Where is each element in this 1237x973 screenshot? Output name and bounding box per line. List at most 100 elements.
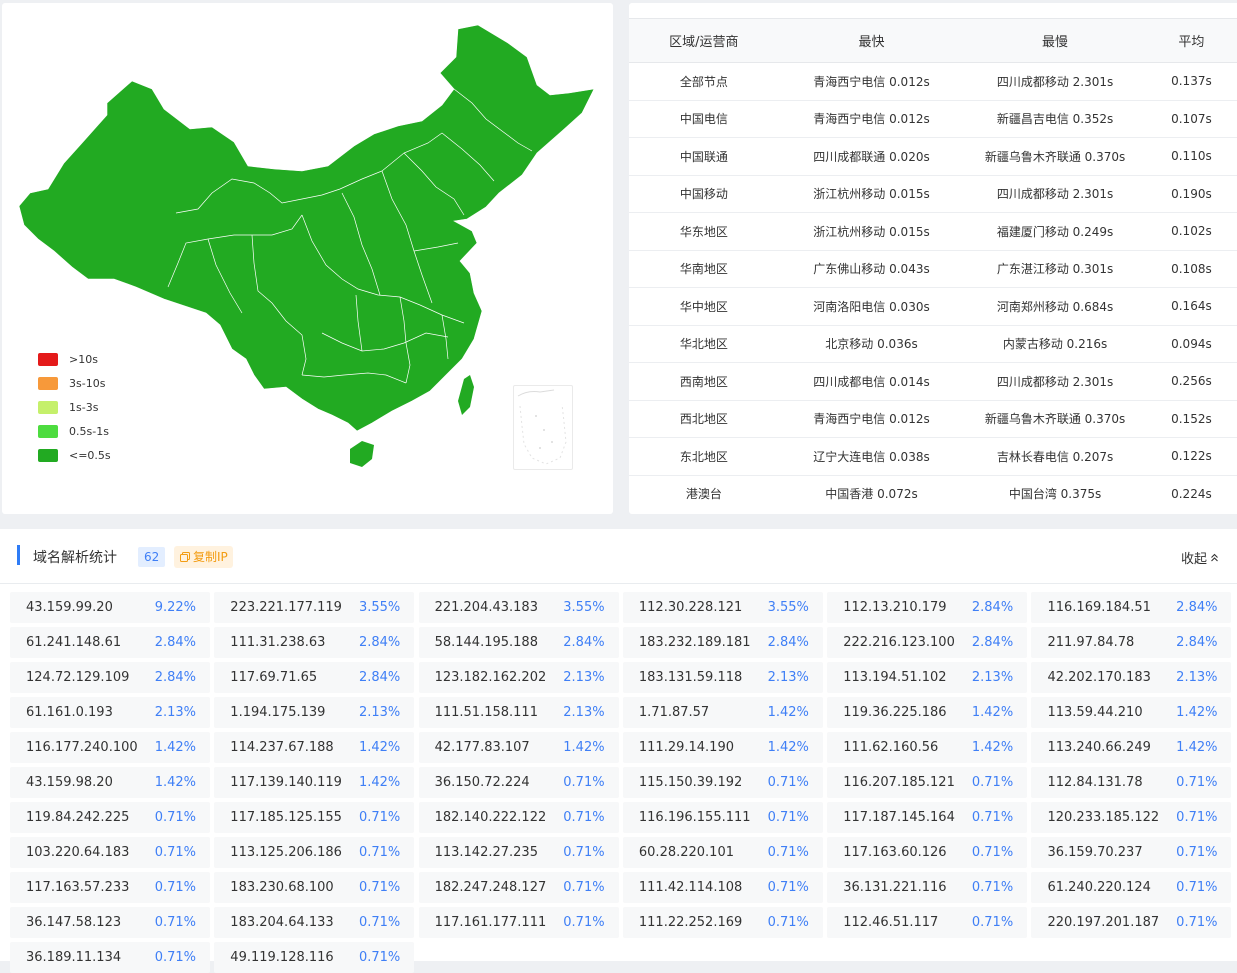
dns-stats-card: 域名解析统计 62 复制IP 收起 43.159.99.20 9.22% 223.2…	[0, 529, 1237, 973]
ip-item[interactable]: 117.161.177.111 0.71%	[418, 907, 619, 938]
ip-item[interactable]: 42.202.170.183 2.13%	[1031, 662, 1232, 693]
ip-percentage: 0.71%	[1176, 845, 1218, 860]
ip-percentage: 0.71%	[767, 915, 809, 930]
ip-item[interactable]: 43.159.98.20 1.42%	[10, 767, 210, 798]
ip-item[interactable]: 61.240.220.124 0.71%	[1031, 872, 1232, 903]
ip-item[interactable]: 117.163.57.233 0.71%	[10, 872, 210, 903]
copy-ip-button[interactable]: 复制IP	[174, 546, 233, 568]
ip-item[interactable]: 116.207.185.121 0.71%	[827, 767, 1028, 798]
ip-item[interactable]: 43.159.99.20 9.22%	[10, 592, 210, 623]
ip-item[interactable]: 183.204.64.133 0.71%	[214, 907, 415, 938]
ip-item[interactable]: 1.194.175.139 2.13%	[214, 697, 415, 728]
ip-item[interactable]: 117.139.140.119 1.42%	[214, 767, 415, 798]
ip-item[interactable]: 49.119.128.116 0.71%	[214, 942, 415, 973]
ip-item[interactable]: 36.147.58.123 0.71%	[10, 907, 210, 938]
ip-percentage: 0.71%	[563, 810, 605, 825]
ip-item[interactable]: 113.240.66.249 1.42%	[1031, 732, 1232, 763]
ip-item[interactable]: 36.131.221.116 0.71%	[827, 872, 1028, 903]
legend-swatch	[38, 424, 58, 438]
ip-address: 113.125.206.186	[230, 845, 342, 860]
ip-item[interactable]: 42.177.83.107 1.42%	[418, 732, 619, 763]
cell-slowest: 内蒙古移动 0.216s	[964, 325, 1146, 363]
legend-item-0-5s-1s[interactable]: 0.5s-1s	[38, 419, 111, 443]
ip-item[interactable]: 113.59.44.210 1.42%	[1031, 697, 1232, 728]
ip-percentage: 3.55%	[767, 600, 809, 615]
ip-item[interactable]: 111.42.114.108 0.71%	[622, 872, 823, 903]
ip-percentage: 0.71%	[563, 915, 605, 930]
ip-item[interactable]: 58.144.195.188 2.84%	[418, 627, 619, 658]
ip-item[interactable]: 182.247.248.127 0.71%	[418, 872, 619, 903]
ip-item[interactable]: 116.196.155.111 0.71%	[622, 802, 823, 833]
ip-address: 36.150.72.224	[434, 775, 530, 790]
taiwan-island[interactable]	[458, 375, 474, 415]
ip-item[interactable]: 1.71.87.57 1.42%	[622, 697, 823, 728]
collapse-toggle[interactable]: 收起	[1181, 548, 1219, 567]
china-mainland[interactable]	[18, 24, 595, 432]
ip-item[interactable]: 220.197.201.187 0.71%	[1031, 907, 1232, 938]
ip-item[interactable]: 119.36.225.186 1.42%	[827, 697, 1028, 728]
ip-percentage: 2.84%	[767, 635, 809, 650]
ip-address: 112.13.210.179	[843, 600, 947, 615]
ip-item[interactable]: 111.31.238.63 2.84%	[214, 627, 415, 658]
ip-item[interactable]: 116.177.240.100 1.42%	[10, 732, 210, 763]
ip-item[interactable]: 183.232.189.181 2.84%	[622, 627, 823, 658]
speed-table: 区域/运营商 最快 最慢 平均 全部节点 青海西宁电信 0.012s 四川成都移动 …	[629, 18, 1237, 512]
ip-address: 120.233.185.122	[1047, 810, 1160, 825]
ip-item[interactable]: 111.22.252.169 0.71%	[622, 907, 823, 938]
ip-item[interactable]: 112.13.210.179 2.84%	[827, 592, 1028, 623]
ip-item[interactable]: 112.84.131.78 0.71%	[1031, 767, 1232, 798]
ip-item[interactable]: 117.163.60.126 0.71%	[827, 837, 1028, 868]
ip-item[interactable]: 36.189.11.134 0.71%	[10, 942, 210, 973]
ip-item[interactable]: 223.221.177.119 3.55%	[214, 592, 415, 623]
ip-item[interactable]: 222.216.123.100 2.84%	[827, 627, 1028, 658]
ip-item[interactable]: 36.150.72.224 0.71%	[418, 767, 619, 798]
legend-item-3s-10s[interactable]: 3s-10s	[38, 371, 111, 395]
ip-item[interactable]: 111.29.14.190 1.42%	[622, 732, 823, 763]
ip-percentage: 2.13%	[563, 670, 605, 685]
ip-item[interactable]: 114.237.67.188 1.42%	[214, 732, 415, 763]
cell-region: 西北地区	[629, 400, 779, 438]
ip-item[interactable]: 117.185.125.155 0.71%	[214, 802, 415, 833]
china-map[interactable]	[2, 3, 613, 514]
cell-region: 全部节点	[629, 62, 779, 101]
ip-address: 111.31.238.63	[230, 635, 326, 650]
ip-item[interactable]: 112.30.228.121 3.55%	[622, 592, 823, 623]
ip-item[interactable]: 124.72.129.109 2.84%	[10, 662, 210, 693]
ip-item[interactable]: 117.69.71.65 2.84%	[214, 662, 415, 693]
ip-item[interactable]: 182.140.222.122 0.71%	[418, 802, 619, 833]
ip-item[interactable]: 60.28.220.101 0.71%	[622, 837, 823, 868]
cell-slowest: 新疆乌鲁木齐联通 0.370s	[964, 400, 1146, 438]
ip-address: 112.30.228.121	[638, 600, 743, 615]
ip-item[interactable]: 113.194.51.102 2.13%	[827, 662, 1028, 693]
ip-address: 61.240.220.124	[1047, 880, 1151, 895]
ip-item[interactable]: 111.51.158.111 2.13%	[418, 697, 619, 728]
ip-item[interactable]: 36.159.70.237 0.71%	[1031, 837, 1232, 868]
ip-address: 111.22.252.169	[638, 915, 743, 930]
ip-item[interactable]: 119.84.242.225 0.71%	[10, 802, 210, 833]
table-row: 西北地区 青海西宁电信 0.012s 新疆乌鲁木齐联通 0.370s 0.152s	[629, 400, 1237, 438]
ip-item[interactable]: 61.161.0.193 2.13%	[10, 697, 210, 728]
ip-item[interactable]: 111.62.160.56 1.42%	[827, 732, 1028, 763]
ip-percentage: 0.71%	[154, 810, 196, 825]
ip-item[interactable]: 113.142.27.235 0.71%	[418, 837, 619, 868]
ip-item[interactable]: 183.131.59.118 2.13%	[622, 662, 823, 693]
ip-item[interactable]: 211.97.84.78 2.84%	[1031, 627, 1232, 658]
hainan-island[interactable]	[350, 441, 374, 467]
ip-item[interactable]: 116.169.184.51 2.84%	[1031, 592, 1232, 623]
ip-item[interactable]: 221.204.43.183 3.55%	[418, 592, 619, 623]
ip-item[interactable]: 115.150.39.192 0.71%	[622, 767, 823, 798]
ip-percentage: 2.84%	[971, 600, 1014, 615]
ip-item[interactable]: 103.220.64.183 0.71%	[10, 837, 210, 868]
legend-item-gt10s[interactable]: >10s	[38, 347, 111, 371]
legend-item-1s-3s[interactable]: 1s-3s	[38, 395, 111, 419]
ip-item[interactable]: 123.182.162.202 2.13%	[418, 662, 619, 693]
ip-item[interactable]: 113.125.206.186 0.71%	[214, 837, 415, 868]
ip-percentage: 2.13%	[154, 705, 196, 720]
ip-item[interactable]: 117.187.145.164 0.71%	[827, 802, 1028, 833]
ip-item[interactable]: 112.46.51.117 0.71%	[827, 907, 1028, 938]
legend-swatch	[38, 352, 58, 366]
ip-item[interactable]: 183.230.68.100 0.71%	[214, 872, 415, 903]
ip-item[interactable]: 120.233.185.122 0.71%	[1031, 802, 1232, 833]
ip-item[interactable]: 61.241.148.61 2.84%	[10, 627, 210, 658]
legend-item-lte-0-5s[interactable]: <=0.5s	[38, 443, 111, 467]
